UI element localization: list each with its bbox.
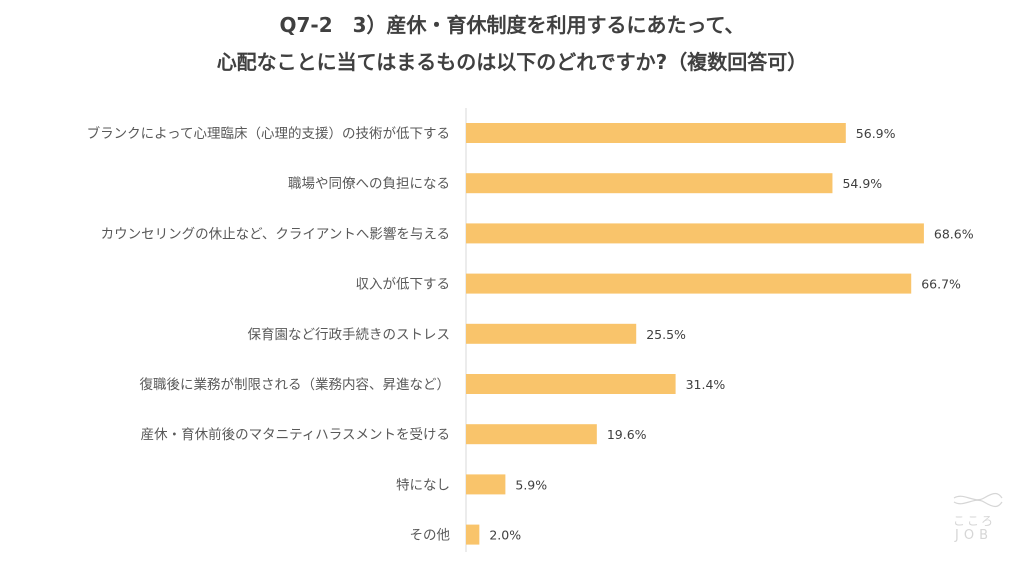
bar (466, 223, 924, 244)
category-label: 収入が低下する (356, 277, 451, 293)
category-label: 産休・育休前後のマタニティハラスメントを受ける (141, 426, 450, 443)
data-label: 54.9% (842, 176, 882, 191)
chart-title-line-2: 心配なことに当てはまるものは以下のどれですか?（複数回答可） (216, 50, 808, 74)
data-label: 19.6% (607, 427, 647, 442)
bar (466, 173, 833, 194)
bar (466, 474, 506, 495)
category-label: その他 (410, 528, 451, 544)
category-label: 保育園など行政手続きのストレス (248, 327, 451, 343)
logo-text-kokoro: こころ (952, 514, 995, 528)
bar (466, 524, 480, 545)
category-label: カウンセリングの休止など、クライアントへ影響を与える (101, 225, 450, 242)
kokoro-job-logo: こころ JOB (940, 490, 1008, 550)
logo-text-job: JOB (955, 528, 993, 543)
category-label: ブランクによって心理臨床（心理的支援）の技術が低下する (87, 125, 450, 142)
wave-lines-icon (953, 492, 1003, 508)
data-label: 25.5% (646, 327, 686, 342)
bar (466, 123, 846, 143)
data-label: 56.9% (856, 126, 896, 141)
chart-title-line-1: Q7-2 3）産休・育休制度を利用するにあたって、 (279, 13, 745, 37)
data-label: 2.0% (489, 528, 521, 543)
bar (466, 323, 637, 344)
bar (466, 374, 676, 394)
data-label: 5.9% (515, 477, 547, 492)
data-label: 31.4% (686, 377, 726, 392)
data-label: 66.7% (921, 277, 961, 292)
category-label: 職場や同僚への負担になる (288, 176, 450, 192)
bar (466, 273, 912, 294)
category-label: 特になし (396, 477, 450, 493)
bar (466, 424, 597, 445)
data-label: 68.6% (934, 226, 974, 241)
category-label: 復職後に業務が制限される（業務内容、昇進など） (140, 376, 451, 393)
